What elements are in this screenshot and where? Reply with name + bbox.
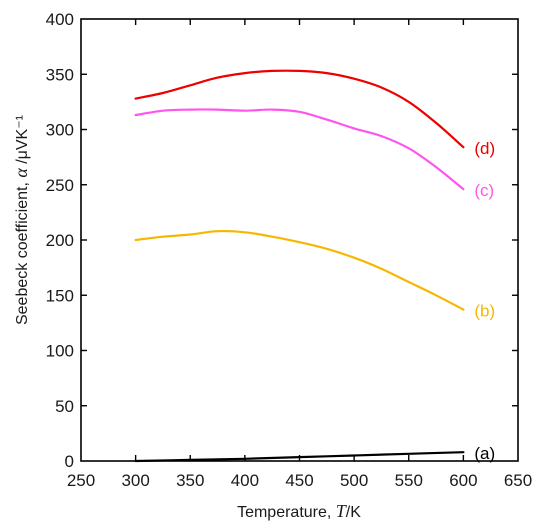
y-tick-label: 50 — [55, 397, 74, 416]
x-tick-label: 400 — [231, 471, 259, 490]
x-tick-label: 500 — [340, 471, 368, 490]
series-label-c: (c) — [474, 181, 494, 200]
y-tick-label: 250 — [46, 176, 74, 195]
x-tick-label: 600 — [449, 471, 477, 490]
series-labels: (a) (b) (c) (d) — [474, 139, 495, 463]
x-axis-title: Temperature, T/K — [237, 501, 361, 521]
y-tick-label: 0 — [65, 452, 74, 471]
x-tick-label: 250 — [67, 471, 95, 490]
axis-ticks — [81, 19, 518, 461]
x-tick-label: 300 — [121, 471, 149, 490]
y-axis-title: Seebeck coefficient, α /μVK⁻¹ — [11, 115, 31, 325]
tick-labels: 250 300 350 400 450 500 550 600 650 0 50 100 150 200 2… — [46, 10, 533, 490]
series-line-a — [134, 451, 465, 463]
x-tick-label: 450 — [285, 471, 313, 490]
plot-frame — [80, 18, 519, 462]
x-tick-label: 350 — [176, 471, 204, 490]
y-tick-label: 150 — [46, 286, 74, 305]
y-tick-label: 400 — [46, 10, 74, 29]
series-line-b — [134, 229, 465, 311]
series-lines — [134, 69, 465, 463]
y-tick-label: 200 — [46, 231, 74, 250]
series-line-c — [134, 108, 465, 191]
series-label-d: (d) — [474, 139, 495, 158]
x-tick-label: 650 — [504, 471, 532, 490]
x-tick-label: 550 — [395, 471, 423, 490]
y-tick-label: 350 — [46, 65, 74, 84]
series-line-d — [134, 69, 465, 149]
y-tick-label: 100 — [46, 342, 74, 361]
series-label-a: (a) — [474, 444, 495, 463]
series-label-b: (b) — [474, 302, 495, 321]
y-tick-label: 300 — [46, 121, 74, 140]
